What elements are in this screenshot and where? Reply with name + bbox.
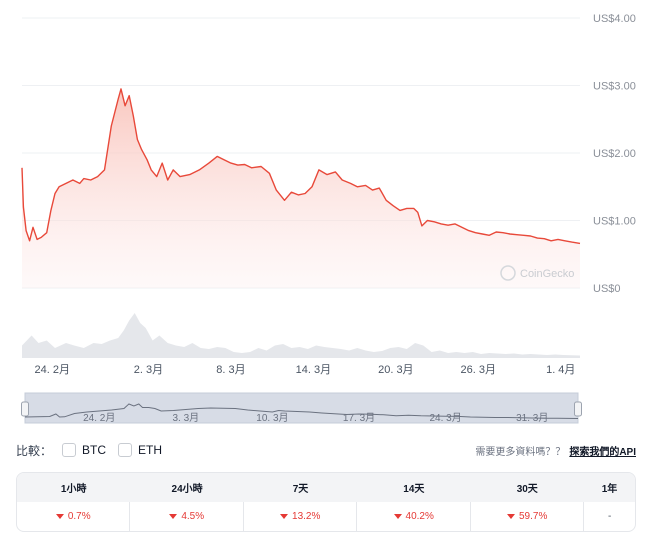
navigator-right-handle[interactable] [574, 401, 582, 417]
down-arrow-icon [55, 514, 64, 519]
x-tick-label: 2. 3月 [134, 364, 163, 376]
table-header-row: 1小時 24小時 7天 14天 30天 1年 [17, 473, 635, 502]
x-tick-label: 24. 2月 [35, 364, 70, 376]
header-7d: 7天 [292, 484, 309, 495]
header-1y: 1年 [601, 484, 618, 495]
navigator-tick-label: 10. 3月 [256, 412, 288, 424]
y-tick-label: US$0 [593, 283, 621, 295]
x-tick-label: 1. 4月 [546, 364, 575, 376]
navigator-left-handle[interactable] [21, 401, 29, 417]
header-1h: 1小時 [60, 484, 87, 495]
compare-label: 比較： [16, 443, 53, 458]
change-14d-value: 40.2% [405, 511, 434, 522]
x-tick-label: 26. 3月 [461, 364, 496, 376]
compare-eth-checkbox[interactable]: ETH [118, 443, 162, 457]
compare-eth-label: ETH [138, 443, 163, 457]
change-30d-value: 59.7% [519, 511, 548, 522]
compare-btc-label: BTC [82, 443, 107, 457]
header-30d: 30天 [516, 484, 538, 495]
x-tick-label: 20. 3月 [378, 364, 413, 376]
price-line[interactable] [21, 88, 581, 245]
change-30d: 59.7% [471, 502, 585, 531]
down-arrow-icon [507, 514, 515, 519]
y-tick-label: US$2.00 [593, 148, 636, 160]
header-14d: 14天 [403, 484, 425, 495]
table-value-row: 0.7% 4.5% 13.2% 40.2% 59.7% - [17, 502, 635, 531]
change-14d: 40.2% [357, 502, 471, 531]
checkbox-box[interactable] [62, 443, 77, 457]
header-24h: 24小時 [171, 484, 203, 495]
y-tick-label: US$4.00 [593, 13, 636, 25]
coingecko-logo-icon [500, 265, 516, 281]
down-arrow-icon [169, 514, 178, 519]
price-change-table: 1小時 24小時 7天 14天 30天 1年 0.7% 4.5% 13.2% 4… [16, 472, 636, 532]
y-tick-label: US$3.00 [593, 81, 636, 93]
navigator-tick-label: 17. 3月 [343, 412, 375, 424]
change-1h-value: 0.7% [67, 511, 91, 522]
y-tick-label: US$1.00 [593, 216, 636, 228]
compare-bar: 比較： BTC ETH 需要更多資料嗎？？ 探索我們的API [16, 440, 636, 460]
x-tick-label: 14. 3月 [296, 364, 331, 376]
navigator-tick-label: 24. 2月 [83, 412, 115, 424]
api-link[interactable]: 探索我們的API [569, 447, 636, 458]
price-chart[interactable]: US$4.00 US$3.00 US$2.00 US$1.00 US$0 CoinGeck… [0, 0, 650, 435]
navigator-tick-label: 24. 3月 [430, 412, 462, 424]
down-arrow-icon [280, 514, 289, 519]
change-7d: 13.2% [244, 502, 358, 531]
change-1h: 0.7% [17, 502, 131, 531]
compare-btc-checkbox[interactable]: BTC [62, 443, 106, 457]
price-area [22, 88, 580, 289]
change-24h: 4.5% [130, 502, 244, 531]
watermark: CoinGecko [520, 268, 574, 280]
down-arrow-icon [393, 514, 402, 519]
navigator-tick-label: 31. 3月 [516, 412, 548, 424]
change-24h-value: 4.5% [181, 511, 205, 522]
change-1y: - [584, 502, 635, 531]
navigator-tick-label: 3. 3月 [172, 412, 199, 424]
checkbox-box[interactable] [118, 443, 133, 457]
navigator-window[interactable] [24, 392, 579, 424]
api-help: 需要更多資料嗎？？ 探索我們的API [475, 443, 636, 458]
change-7d-value: 13.2% [292, 511, 321, 522]
help-text: 需要更多資料嗎？？ [475, 447, 566, 458]
x-tick-label: 8. 3月 [216, 364, 245, 376]
navigator-line [24, 403, 579, 419]
change-1y-value: - [608, 511, 612, 522]
volume-area [22, 313, 580, 358]
